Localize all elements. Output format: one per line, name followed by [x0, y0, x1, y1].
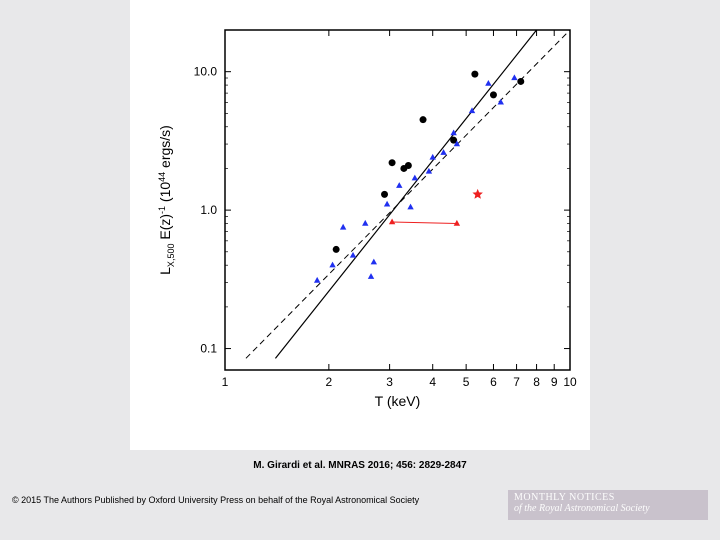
journal-line2: of the Royal Astronomical Society	[514, 503, 702, 514]
slide-root: 123456789100.11.010.0T (keV)LX,500 E(z)-…	[0, 0, 720, 540]
svg-text:4: 4	[429, 375, 436, 389]
svg-text:8: 8	[533, 375, 540, 389]
citation-text: M. Girardi et al. MNRAS 2016; 456: 2829-…	[0, 460, 720, 471]
svg-text:10: 10	[563, 375, 577, 389]
journal-badge: MONTHLY NOTICES of the Royal Astronomica…	[508, 490, 708, 520]
copyright-text: © 2015 The Authors Published by Oxford U…	[12, 495, 442, 506]
svg-text:7: 7	[513, 375, 520, 389]
chart-panel: 123456789100.11.010.0T (keV)LX,500 E(z)-…	[130, 0, 590, 450]
scatter-chart: 123456789100.11.010.0T (keV)LX,500 E(z)-…	[130, 0, 590, 450]
svg-text:0.1: 0.1	[200, 342, 217, 356]
svg-text:9: 9	[551, 375, 558, 389]
svg-text:5: 5	[463, 375, 470, 389]
svg-text:1: 1	[222, 375, 229, 389]
svg-text:10.0: 10.0	[194, 65, 218, 79]
svg-text:2: 2	[326, 375, 333, 389]
svg-text:3: 3	[386, 375, 393, 389]
svg-text:T (keV): T (keV)	[375, 393, 421, 409]
journal-line1: MONTHLY NOTICES	[514, 492, 702, 503]
svg-text:6: 6	[490, 375, 497, 389]
svg-text:1.0: 1.0	[200, 203, 217, 217]
